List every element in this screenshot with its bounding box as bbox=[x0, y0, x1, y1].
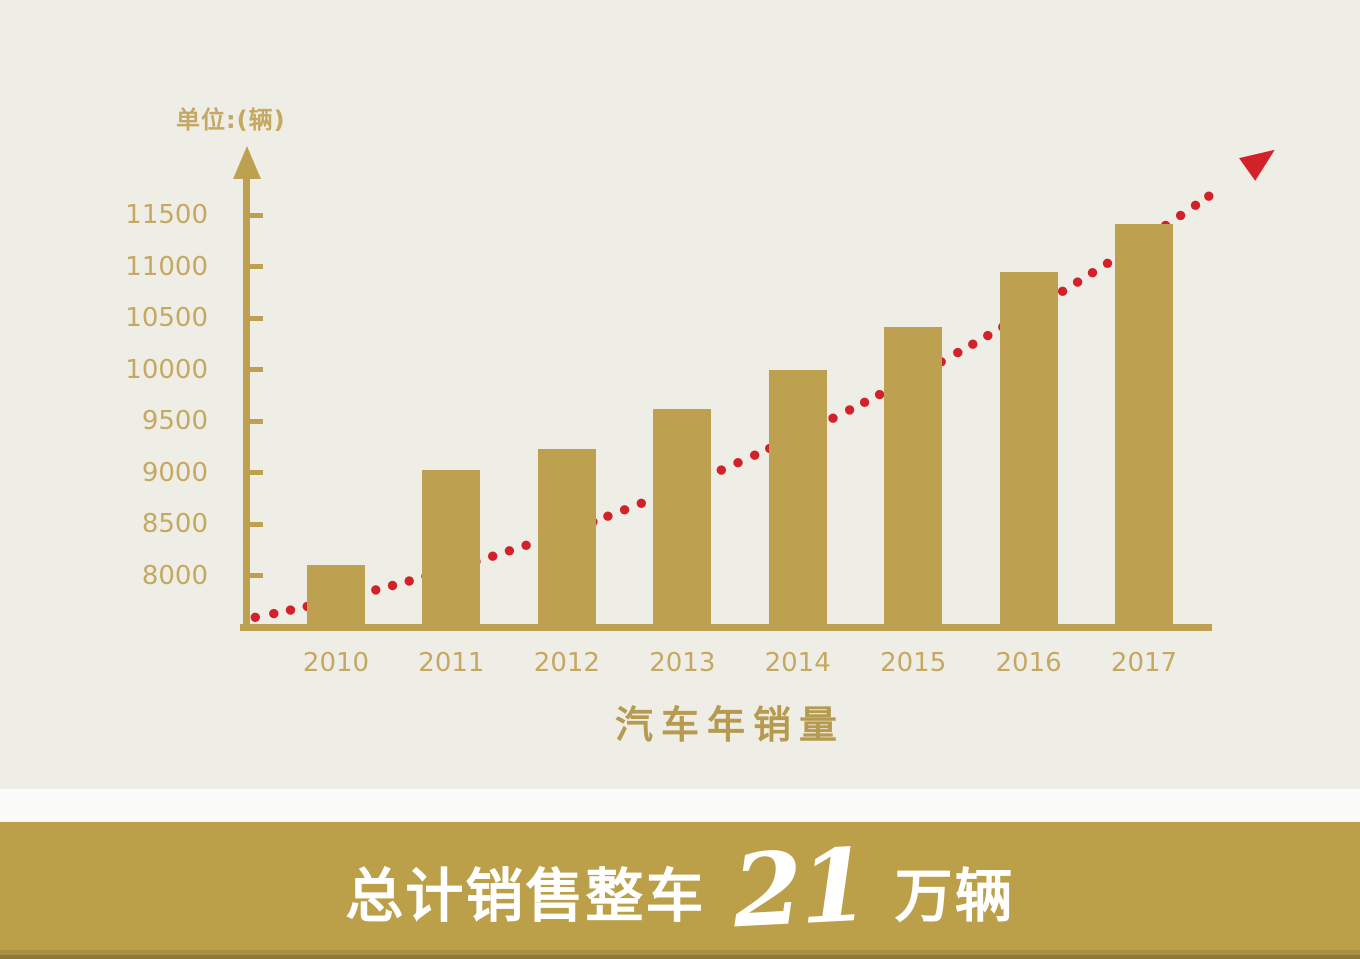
bar-2017 bbox=[1115, 224, 1173, 628]
y-axis-tick-8000 bbox=[250, 573, 263, 578]
trend-dot bbox=[371, 585, 381, 595]
chart-title: 汽车年销量 bbox=[614, 702, 845, 747]
x-tick-label-2015: 2015 bbox=[880, 648, 947, 678]
trend-dot bbox=[859, 397, 870, 407]
y-tick-label-10500: 10500 bbox=[125, 303, 208, 333]
trend-dot bbox=[716, 465, 726, 475]
y-axis-tick-10000 bbox=[250, 367, 263, 372]
x-tick-label-2016: 2016 bbox=[995, 648, 1062, 678]
y-tick-label-11000: 11000 bbox=[125, 251, 208, 282]
y-axis-tick-10500 bbox=[250, 315, 263, 321]
banner-prefix: 总计销售整车 bbox=[345, 861, 706, 930]
trend-dot bbox=[603, 511, 613, 521]
trend-dot bbox=[387, 580, 398, 591]
y-tick-label-10000: 10000 bbox=[125, 354, 208, 385]
trend-arrowhead-icon bbox=[1239, 149, 1275, 181]
bar-2014 bbox=[768, 369, 827, 628]
trend-dot bbox=[844, 405, 855, 415]
trend-dot bbox=[1072, 277, 1083, 287]
trend-dot bbox=[828, 413, 838, 423]
y-axis-tick-9500 bbox=[250, 418, 263, 424]
banner-bottom-edge-dark bbox=[0, 955, 1360, 959]
trend-dot bbox=[1057, 286, 1068, 296]
trend-dot bbox=[404, 576, 414, 586]
x-tick-label-2013: 2013 bbox=[649, 648, 716, 678]
y-tick-label-9000: 9000 bbox=[141, 457, 208, 488]
bar-2015 bbox=[884, 327, 943, 628]
trend-dot bbox=[521, 540, 531, 550]
bar-2011 bbox=[422, 470, 481, 628]
y-axis-tick-9000 bbox=[250, 470, 263, 475]
trend-dot bbox=[1190, 200, 1201, 210]
bar-2010 bbox=[307, 565, 365, 628]
x-tick-label-2010: 2010 bbox=[302, 648, 370, 678]
y-tick-label-9500: 9500 bbox=[141, 406, 208, 436]
unit-label: 单位:(辆) bbox=[176, 106, 286, 134]
y-axis-tick-8500 bbox=[250, 521, 263, 527]
trend-dot bbox=[733, 458, 743, 468]
trend-dot bbox=[750, 450, 760, 460]
y-axis-arrow-icon bbox=[233, 146, 261, 179]
x-tick-label-2014: 2014 bbox=[764, 648, 831, 678]
trend-dot bbox=[1087, 268, 1098, 278]
y-axis-tick-11500 bbox=[250, 212, 263, 218]
trend-dot bbox=[874, 389, 885, 400]
bar-2012 bbox=[537, 448, 596, 628]
banner-total-number: 21 bbox=[730, 825, 870, 950]
trend-dot bbox=[968, 339, 978, 349]
y-tick-label-8500: 8500 bbox=[141, 509, 208, 539]
trend-dot bbox=[250, 612, 260, 622]
banner-bottom-edge bbox=[0, 950, 1360, 955]
trend-dot bbox=[953, 347, 963, 358]
banner-suffix: 万辆 bbox=[894, 861, 1015, 930]
x-tick-label-2017: 2017 bbox=[1110, 648, 1178, 678]
trend-dot bbox=[1204, 191, 1214, 201]
trend-dot bbox=[619, 505, 630, 515]
trend-dot bbox=[285, 605, 296, 615]
trend-dot bbox=[1175, 210, 1186, 221]
bar-2016 bbox=[999, 271, 1058, 628]
white-divider bbox=[0, 789, 1360, 822]
trend-dot bbox=[983, 330, 993, 341]
trend-dot bbox=[1102, 258, 1113, 268]
y-axis bbox=[243, 177, 250, 631]
trend-dot bbox=[488, 551, 498, 561]
y-tick-label-8000: 8000 bbox=[141, 560, 208, 591]
y-tick-label-11500: 11500 bbox=[125, 200, 208, 230]
y-axis-tick-11000 bbox=[250, 264, 263, 269]
trend-dot bbox=[636, 498, 646, 508]
x-tick-label-2012: 2012 bbox=[533, 648, 600, 678]
trend-dot bbox=[269, 608, 279, 619]
chart-area: 单位:(辆) 8000 8500 9000 9500 10000 10500 11000 11… bbox=[0, 0, 1360, 789]
bar-2013 bbox=[653, 408, 712, 628]
trend-dot bbox=[504, 546, 515, 556]
x-axis bbox=[240, 624, 1212, 631]
x-tick-label-2011: 2011 bbox=[418, 648, 485, 678]
summary-banner: 总计销售整车 21 万辆 bbox=[0, 822, 1360, 959]
